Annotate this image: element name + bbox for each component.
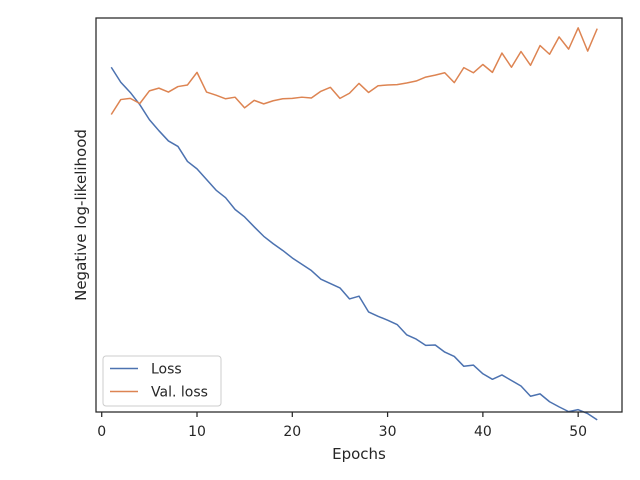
x-tick-label: 50 xyxy=(569,424,587,440)
legend: Loss Val. loss xyxy=(102,355,222,407)
legend-label-loss: Loss xyxy=(151,362,182,378)
y-axis-label: Negative log-likelihood xyxy=(72,129,90,301)
x-tick-label: 20 xyxy=(283,424,301,440)
x-tick-label: 30 xyxy=(379,424,397,440)
plot-lines xyxy=(110,27,598,421)
x-tick-label: 40 xyxy=(474,424,492,440)
x-tick-label: 10 xyxy=(188,424,206,440)
plot-frame xyxy=(95,17,623,413)
series-line-loss xyxy=(110,66,598,421)
x-tick-label: 0 xyxy=(97,424,106,440)
legend-label-val-loss: Val. loss xyxy=(151,385,208,401)
x-axis-label: Epochs xyxy=(332,445,386,463)
x-axis-ticks: 0 10 20 30 40 50 xyxy=(97,412,587,440)
series-line-val-loss xyxy=(110,27,598,115)
